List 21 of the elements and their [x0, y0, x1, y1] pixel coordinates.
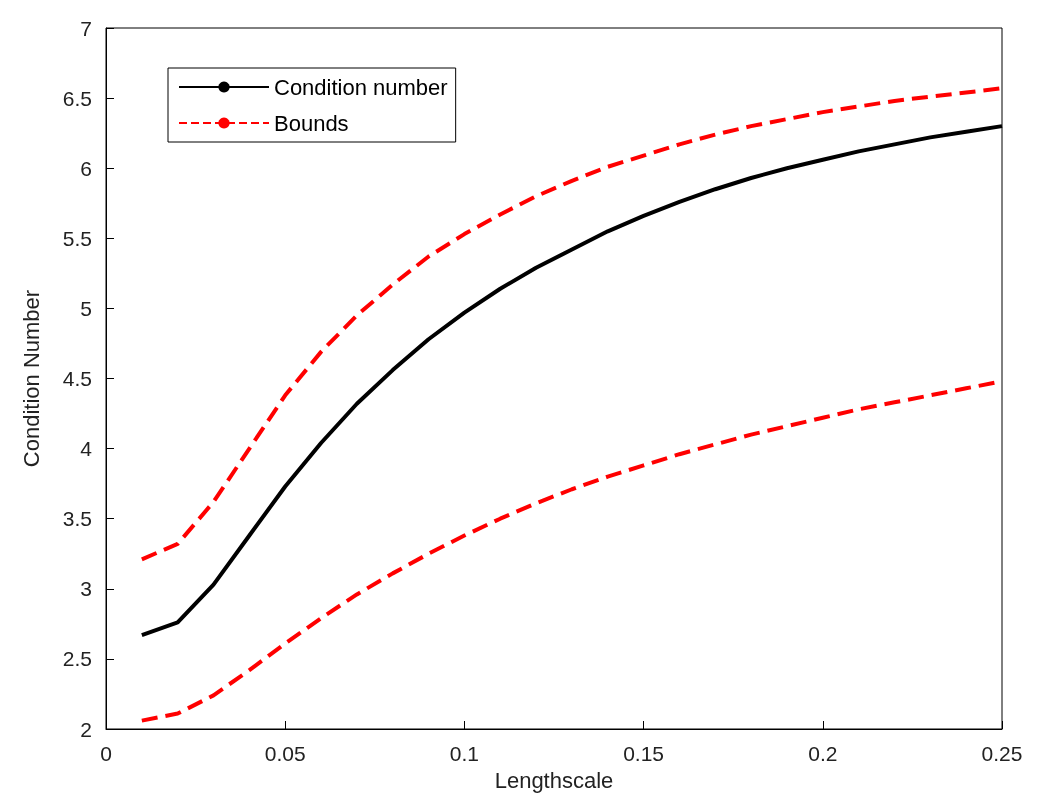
y-tick-label: 3 [80, 577, 92, 601]
x-tick-label: 0.05 [264, 742, 306, 765]
x-axis-title: Lengthscale [494, 767, 614, 793]
legend-label: Condition number [274, 74, 448, 100]
y-tick-label: 7 [80, 16, 92, 40]
y-tick-label: 5.5 [62, 226, 92, 250]
x-tick-label: 0 [100, 742, 112, 765]
y-tick-label: 5 [80, 296, 92, 320]
y-axis-title: Condition Number [18, 289, 44, 468]
y-tick-label: 4 [80, 437, 93, 461]
y-tick-label: 4.5 [62, 367, 92, 390]
legend-label: Bounds [274, 110, 349, 136]
y-tick-label: 6.5 [62, 86, 92, 110]
y-tick-label: 6 [80, 156, 92, 180]
x-tick-label: 0.1 [449, 742, 479, 765]
y-tick-label: 2 [80, 717, 92, 741]
x-tick-label: 0.15 [623, 742, 665, 765]
y-tick-label: 3.5 [62, 507, 92, 531]
y-tick-label: 2.5 [62, 647, 92, 671]
x-tick-label: 0.25 [981, 742, 1023, 765]
x-tick-label: 0.2 [808, 742, 838, 765]
